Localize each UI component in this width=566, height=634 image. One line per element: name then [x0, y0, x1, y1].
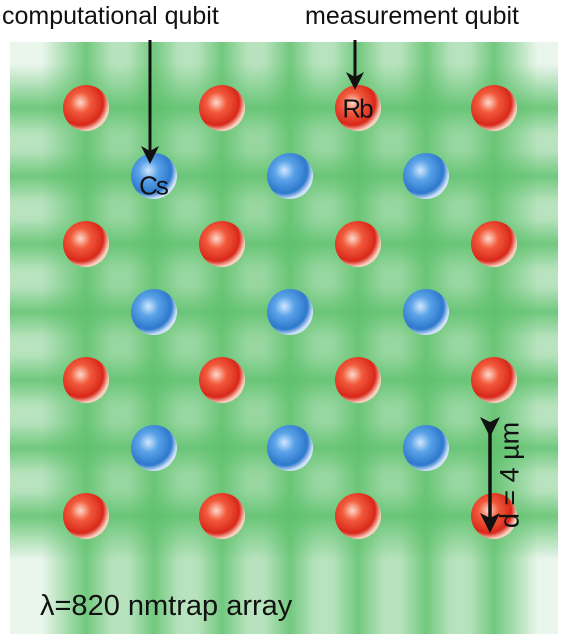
computational-qubit-label: computational qubit [2, 2, 219, 30]
rb-atom [63, 221, 109, 267]
cs-atom [267, 153, 313, 199]
rb-atom [63, 357, 109, 403]
spacing-label: d = 4 µm [494, 421, 525, 529]
measurement-qubit-label: measurement qubit [305, 2, 520, 30]
cs-atom [267, 425, 313, 471]
cs-atom-label: Cs [139, 170, 169, 201]
rb-atom-label: Rb [342, 93, 373, 124]
rb-atom [471, 357, 517, 403]
rb-atom [335, 85, 381, 131]
rb-atom [63, 85, 109, 131]
cs-atom [403, 425, 449, 471]
cs-atom [403, 289, 449, 335]
rb-atom [335, 221, 381, 267]
annotation-arrows [141, 40, 500, 533]
rb-atom [199, 85, 245, 131]
rb-atom [471, 221, 517, 267]
cs-atom [267, 289, 313, 335]
cs-atom [131, 153, 177, 199]
rb-atom [199, 221, 245, 267]
cs-atom [131, 425, 177, 471]
rb-atom [335, 357, 381, 403]
cs-atom [403, 153, 449, 199]
rb-atom [199, 357, 245, 403]
trap-array-label: λ=820 nmtrap array [40, 590, 293, 622]
optical-trap-array [10, 42, 558, 634]
cs-atom [131, 289, 177, 335]
rb-atom [335, 493, 381, 539]
rb-atom [199, 493, 245, 539]
rb-atom [63, 493, 109, 539]
rb-atom [471, 85, 517, 131]
